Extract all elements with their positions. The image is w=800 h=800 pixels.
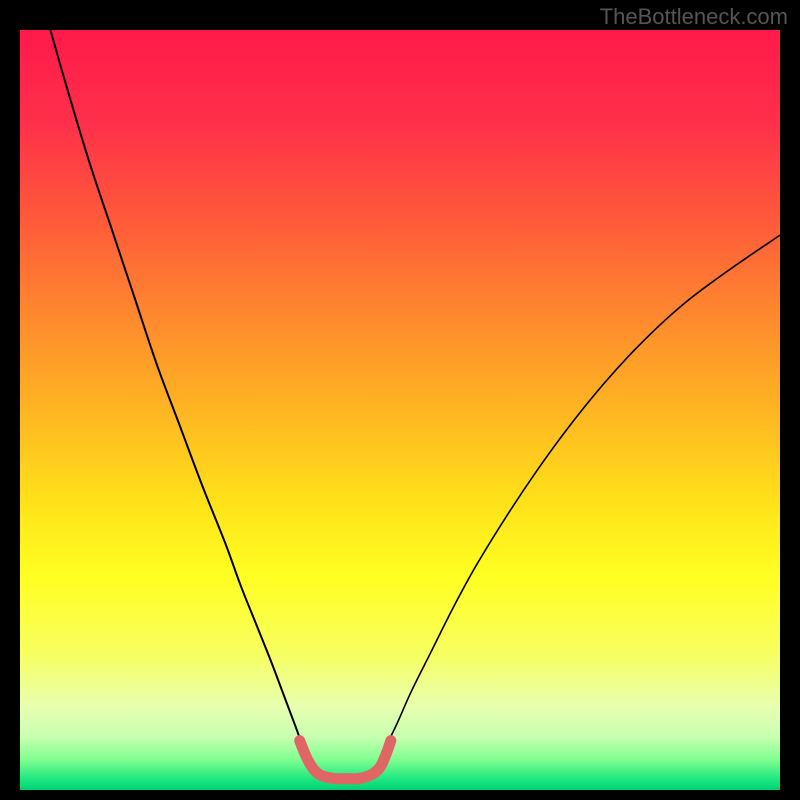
watermark-text: TheBottleneck.com bbox=[600, 4, 788, 30]
curve-left bbox=[50, 30, 303, 748]
plot-area bbox=[20, 30, 780, 790]
chart-svg bbox=[20, 30, 780, 790]
bottom-marker bbox=[300, 741, 391, 779]
curve-right bbox=[385, 235, 780, 748]
